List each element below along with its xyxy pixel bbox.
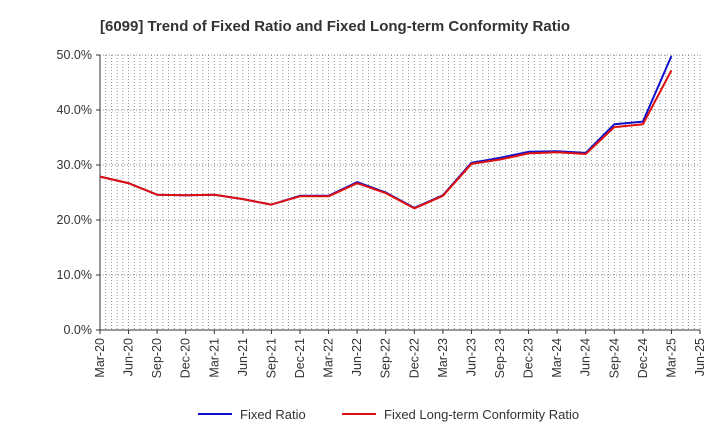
y-tick-labels: 0.0% 10.0% 20.0% 30.0% 40.0% 50.0% [57, 48, 92, 337]
x-tick-label: Jun-20 [122, 338, 136, 376]
x-tick-label: Sep-23 [493, 338, 507, 378]
series-line-1 [99, 69, 673, 210]
plot-area [100, 55, 700, 330]
series-lines [99, 55, 673, 210]
x-tick-label: Sep-20 [150, 338, 164, 378]
x-tick-label: Mar-21 [207, 338, 221, 378]
y-tick-label: 20.0% [57, 213, 92, 227]
x-tick-label: Dec-21 [293, 338, 307, 378]
legend-label: Fixed Ratio [240, 407, 306, 422]
x-tick-label: Jun-24 [579, 338, 593, 376]
grid [100, 54, 701, 330]
x-tick-label: Jun-21 [236, 338, 250, 376]
x-tick-label: Sep-21 [264, 338, 278, 378]
x-tick-label: Jun-22 [350, 338, 364, 376]
y-tick-label: 0.0% [64, 323, 93, 337]
x-tick-label: Sep-22 [379, 338, 393, 378]
x-tick-label: Jun-25 [693, 338, 707, 376]
x-tick-labels: Mar-20 Jun-20 Sep-20 Dec-20 Mar-21 Jun-21 Sep-… [93, 338, 707, 378]
x-tick-label: Mar-22 [322, 338, 336, 378]
x-tick-label: Dec-22 [407, 338, 421, 378]
x-tick-label: Mar-20 [93, 338, 107, 378]
x-tick-label: Dec-20 [179, 338, 193, 378]
axes [96, 54, 701, 334]
x-tick-label: Sep-24 [607, 338, 621, 378]
x-tick-label: Jun-23 [464, 338, 478, 376]
x-tick-label: Dec-24 [636, 338, 650, 378]
x-tick-label: Dec-23 [522, 338, 536, 378]
y-tick-label: 50.0% [57, 48, 92, 62]
legend-label: Fixed Long-term Conformity Ratio [384, 407, 579, 422]
y-tick-label: 10.0% [57, 268, 92, 282]
legend: Fixed Ratio Fixed Long-term Conformity Ra… [198, 407, 579, 422]
x-tick-label: Mar-23 [436, 338, 450, 378]
x-tick-label: Mar-24 [550, 338, 564, 378]
y-tick-label: 40.0% [57, 103, 92, 117]
x-tick-label: Mar-25 [664, 338, 678, 378]
chart-title: [6099] Trend of Fixed Ratio and Fixed Lo… [100, 18, 570, 35]
y-tick-label: 30.0% [57, 158, 92, 172]
